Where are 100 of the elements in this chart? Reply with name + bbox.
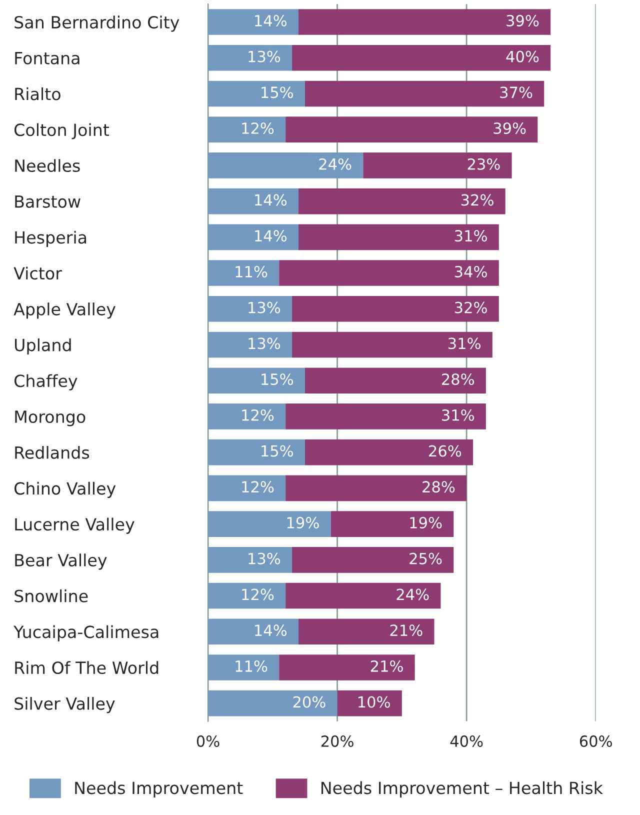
x-tick-label: 0%	[196, 735, 220, 747]
y-tick-label: Colton Joint	[14, 123, 110, 140]
y-tick-label: Yucaipa-Calimesa	[14, 625, 158, 642]
data-label: 40%	[506, 50, 539, 62]
data-label: 14%	[255, 230, 287, 242]
bar	[208, 116, 286, 142]
data-label: 19%	[287, 516, 319, 528]
bar	[298, 224, 499, 250]
data-label: 28%	[442, 373, 474, 386]
data-label: 31%	[448, 338, 480, 350]
y-tick-label: Chino Valley	[14, 482, 116, 498]
bar	[208, 582, 286, 609]
y-tick-label: San Bernardino City	[14, 16, 180, 32]
bar	[286, 475, 467, 502]
bar	[363, 152, 512, 178]
data-label: 10%	[358, 696, 390, 708]
data-label: 11%	[236, 660, 268, 672]
data-label: 31%	[442, 409, 474, 421]
bar	[292, 332, 492, 358]
data-label: 39%	[506, 14, 539, 26]
y-tick-label: Lucerne Valley	[15, 518, 134, 534]
data-label: 24%	[396, 588, 429, 600]
data-label: 20%	[293, 696, 326, 708]
x-tick-label: 60%	[580, 735, 612, 747]
data-label: 13%	[248, 302, 280, 314]
bar	[208, 44, 292, 71]
data-label: 26%	[429, 445, 462, 457]
bar	[208, 654, 280, 680]
data-label: 19%	[410, 516, 442, 528]
y-tick-label: Morongo	[15, 410, 86, 426]
data-label: 37%	[500, 86, 532, 98]
bar	[208, 690, 338, 716]
bar	[298, 188, 506, 214]
bar	[208, 546, 292, 573]
bar	[208, 188, 298, 214]
data-label: 21%	[370, 660, 403, 672]
data-label: 13%	[248, 552, 280, 564]
data-label: 31%	[454, 230, 487, 242]
data-label: 15%	[262, 86, 294, 98]
data-label: 13%	[248, 338, 280, 350]
y-tick-label: Redlands	[15, 446, 90, 459]
y-tick-label: Snowline	[14, 589, 88, 602]
bar	[208, 475, 286, 502]
data-label: 28%	[422, 481, 455, 493]
bar	[292, 546, 454, 573]
y-tick-label: Bear Valley	[15, 554, 107, 570]
data-label: 14%	[255, 14, 287, 26]
bar	[286, 404, 486, 430]
data-label: 12%	[242, 588, 274, 600]
data-label: 12%	[242, 481, 274, 493]
bar	[286, 116, 538, 142]
bar	[208, 618, 298, 645]
data-label: 11%	[236, 266, 268, 278]
y-tick-label: Barstow	[15, 195, 80, 208]
data-label: 34%	[454, 266, 487, 278]
data-label: 32%	[454, 302, 487, 314]
x-tick-label: 20%	[321, 735, 354, 747]
data-label: 23%	[468, 158, 500, 170]
data-label: 24%	[319, 158, 352, 170]
data-label: 32%	[461, 194, 494, 206]
data-label: 12%	[242, 409, 274, 421]
y-tick-label: Victor	[14, 266, 62, 280]
bar	[208, 439, 305, 466]
y-tick-label: Needles	[15, 159, 80, 172]
y-tick-label: Rialto	[15, 87, 60, 100]
bar	[208, 80, 305, 107]
bar	[337, 690, 402, 716]
y-tick-label: Upland	[15, 338, 71, 355]
bar	[298, 9, 551, 35]
y-tick-label: Apple Valley	[14, 302, 116, 319]
bar	[330, 511, 454, 537]
bar	[208, 404, 286, 430]
y-tick-label: Chaffey	[14, 374, 78, 390]
y-tick-label: Silver Valley	[14, 697, 115, 714]
bar	[304, 439, 474, 466]
data-label: 39%	[494, 122, 526, 134]
bar	[208, 152, 364, 178]
data-label: 13%	[248, 50, 280, 62]
bar	[304, 368, 486, 394]
data-label: 14%	[255, 194, 287, 206]
bar	[208, 332, 292, 358]
legend-label: Needs Improvement	[75, 781, 243, 798]
bar	[208, 511, 331, 537]
data-label: 21%	[390, 624, 422, 636]
bar	[208, 224, 298, 250]
bar	[286, 582, 441, 609]
legend-label: Needs Improvement – Health Risk	[321, 781, 603, 798]
bar	[292, 44, 551, 71]
bar	[279, 654, 415, 680]
data-label: 15%	[262, 445, 294, 457]
y-tick-label: Hesperia	[15, 230, 86, 247]
data-label: 12%	[242, 122, 274, 134]
bar	[208, 9, 298, 35]
x-tick-label: 40%	[450, 735, 483, 747]
bar	[208, 368, 305, 394]
bar	[304, 80, 544, 107]
data-label: 15%	[262, 373, 294, 386]
bar	[208, 296, 292, 322]
bar	[208, 260, 280, 286]
y-tick-label: Rim Of The World	[15, 661, 158, 674]
